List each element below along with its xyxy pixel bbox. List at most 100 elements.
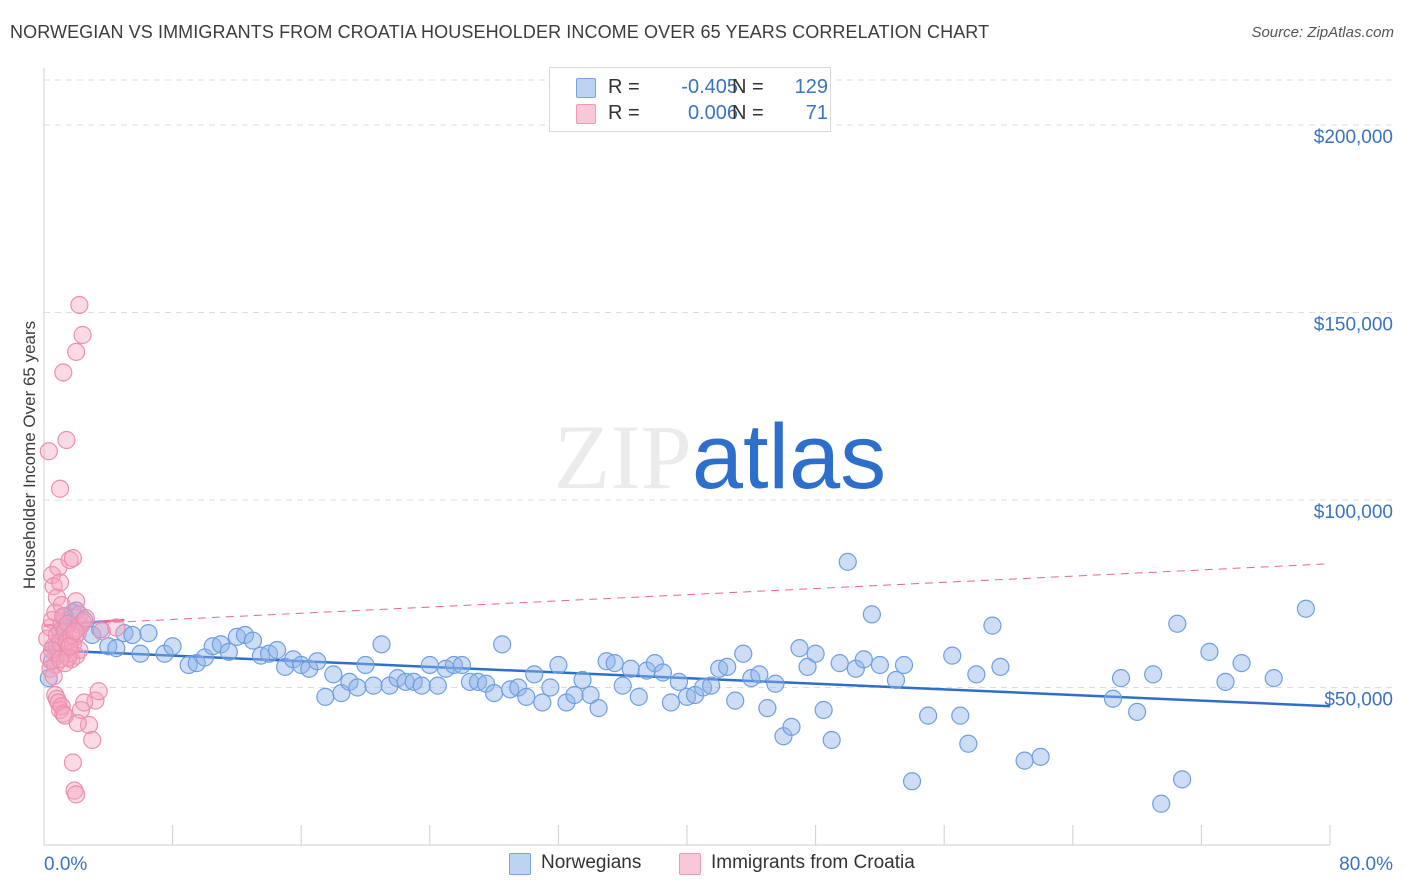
norwegians-point xyxy=(959,734,978,753)
legend-n-label: N = xyxy=(732,102,764,124)
norwegians-point xyxy=(452,655,472,675)
legend-r-value: -0.405 xyxy=(681,76,738,98)
croatia-point xyxy=(60,637,79,656)
norwegians-point xyxy=(1232,654,1251,673)
croatia-point xyxy=(73,325,92,345)
norwegians-point xyxy=(766,674,785,693)
norwegians-point xyxy=(943,646,962,665)
norwegians-point xyxy=(219,642,238,661)
croatia-point xyxy=(54,363,73,382)
norwegians-point xyxy=(862,605,881,624)
norwegians-point xyxy=(267,640,287,660)
norwegians-point xyxy=(613,676,632,695)
norwegians-point xyxy=(581,685,600,705)
norwegians-point xyxy=(991,657,1010,676)
y-tick-label: $100,000 xyxy=(1314,502,1393,523)
norwegians-point xyxy=(605,654,624,673)
norwegians-point xyxy=(316,687,335,706)
croatia-point xyxy=(92,622,111,641)
x-tick-label-max: 80.0% xyxy=(1339,854,1393,875)
x-tick-label-min: 0.0% xyxy=(44,854,87,875)
legend-n-value: 71 xyxy=(805,102,828,124)
norwegians-point xyxy=(428,676,447,695)
legend-n-value: 129 xyxy=(794,76,828,98)
norwegians-point xyxy=(1031,747,1050,766)
norwegians-point xyxy=(870,655,890,675)
watermark-atlas: atlas xyxy=(692,406,886,508)
norwegians-point xyxy=(412,676,431,695)
norwegians-point xyxy=(163,637,182,656)
norwegians-point xyxy=(541,678,560,697)
norwegians-point xyxy=(1152,794,1171,813)
norwegians-point xyxy=(758,699,777,718)
norwegians-point xyxy=(1015,751,1034,770)
norwegians-point xyxy=(661,693,681,712)
norwegians-point xyxy=(806,644,825,663)
norwegians-swatch xyxy=(576,78,596,98)
norwegians-point xyxy=(798,657,817,676)
legend-r-label: R = xyxy=(608,102,640,124)
norwegians-point xyxy=(356,655,375,675)
croatia-point xyxy=(70,295,89,315)
norwegians-point xyxy=(1264,669,1283,688)
norwegians-point xyxy=(830,654,849,673)
norwegians-point xyxy=(1296,599,1315,618)
norwegians-point xyxy=(718,657,737,676)
chart-title: NORWEGIAN VS IMMIGRANTS FROM CROATIA HOU… xyxy=(10,22,990,42)
norwegians-point xyxy=(782,717,801,736)
norwegians-point xyxy=(1127,702,1147,721)
norwegians-point xyxy=(886,670,906,690)
norwegians-point xyxy=(621,659,640,678)
norwegians-point xyxy=(348,678,367,697)
legend-r-label: R = xyxy=(608,76,640,98)
norwegians-point xyxy=(131,644,150,663)
norwegians-point xyxy=(243,631,263,650)
norwegians-point xyxy=(653,663,672,682)
norwegians-point xyxy=(549,655,568,675)
norwegians-point xyxy=(364,676,383,695)
legend-r-value: 0.006 xyxy=(687,102,738,124)
norwegians-point xyxy=(1200,642,1219,661)
norwegians-point xyxy=(123,625,142,645)
norwegians-point xyxy=(750,665,769,684)
croatia-point xyxy=(44,667,63,686)
croatia-point xyxy=(76,609,95,628)
norwegians-point xyxy=(822,730,841,750)
y-tick-label: $150,000 xyxy=(1314,315,1393,336)
norwegians-point xyxy=(734,644,753,663)
croatia-point xyxy=(67,785,86,804)
norwegians-point xyxy=(967,665,986,684)
norwegians-point xyxy=(1216,672,1235,691)
watermark-zip: ZIP xyxy=(554,406,692,508)
norwegians-point xyxy=(485,684,504,703)
norwegians-point xyxy=(902,772,922,791)
croatia-trend-line xyxy=(43,563,1331,627)
croatia-point xyxy=(39,442,58,461)
croatia-swatch xyxy=(576,104,596,124)
croatia-point xyxy=(50,650,70,669)
norwegians-point xyxy=(951,706,970,725)
norwegians-point xyxy=(854,650,873,669)
croatia-point xyxy=(79,715,99,735)
croatia-point xyxy=(63,549,83,568)
watermark: ZIPatlas xyxy=(554,406,886,508)
stats-legend: R = -0.405 N = 129 R = 0.006 N = 71 xyxy=(549,67,831,132)
croatia-point xyxy=(63,753,83,772)
norwegians-point xyxy=(702,676,721,695)
norwegians-point xyxy=(589,699,608,718)
norwegians-legend-label: Norwegians xyxy=(541,852,642,873)
croatia-point xyxy=(50,573,70,592)
croatia-point xyxy=(89,682,108,701)
norwegians-point xyxy=(107,639,126,658)
norwegians-point xyxy=(919,706,938,725)
norwegians-point xyxy=(1173,770,1192,789)
norwegians-point xyxy=(372,635,391,654)
croatia-point xyxy=(75,693,94,712)
norwegians-point xyxy=(814,700,833,720)
norwegians-point xyxy=(983,616,1002,635)
norwegians-point xyxy=(493,635,512,654)
legend-n-label: N = xyxy=(732,76,764,98)
norwegians-point xyxy=(669,672,689,691)
norwegians-point xyxy=(517,687,536,706)
